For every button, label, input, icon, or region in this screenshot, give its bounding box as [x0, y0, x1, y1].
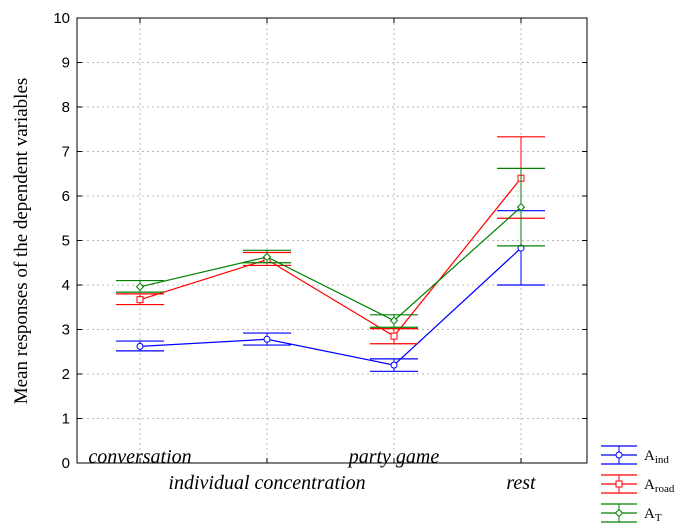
y-tick-label: 8: [62, 99, 70, 116]
y-tick-label: 10: [53, 10, 70, 27]
y-tick-label: 2: [62, 366, 70, 383]
y-tick-label: 6: [62, 188, 70, 205]
legend-label: Aroad: [644, 477, 675, 495]
series-ind: [116, 210, 545, 372]
data-point-circle: [263, 335, 271, 343]
legend-label-subscript: road: [655, 483, 675, 495]
y-tick-label: 9: [62, 55, 70, 72]
legend-item-T: AT: [601, 503, 662, 524]
legend-item-ind: Aind: [601, 445, 669, 466]
legend-label-base: A: [644, 477, 655, 493]
legend-label-base: A: [644, 506, 655, 522]
legend-label: AT: [644, 506, 662, 524]
x-category-label: rest: [506, 472, 536, 494]
data-point-diamond: [262, 252, 272, 262]
x-category-label: party game: [347, 446, 440, 468]
series-T: [116, 167, 545, 328]
y-tick-label: 5: [62, 233, 70, 250]
data-point-circle: [390, 361, 398, 369]
grid: [77, 18, 587, 463]
data-point-circle: [136, 342, 144, 350]
data-point-diamond: [389, 316, 399, 325]
y-tick-label: 0: [62, 455, 70, 472]
x-axis: conversation individual concentration part…: [88, 18, 536, 494]
data-point-square: [136, 296, 144, 304]
y-axis-label: Mean responses of the dependent variable…: [11, 78, 32, 405]
x-category-label: conversation: [88, 446, 191, 468]
y-tick-label: 7: [62, 144, 70, 161]
y-tick-label: 1: [62, 411, 70, 428]
data-point-diamond: [614, 508, 624, 518]
series-line: [139, 206, 522, 322]
series-group: [116, 136, 545, 372]
data-point-square: [390, 332, 398, 340]
series-line: [139, 247, 522, 366]
legend-label-subscript: ind: [655, 454, 670, 466]
legend-label-base: A: [644, 448, 655, 464]
data-point-circle: [615, 451, 623, 459]
y-tick-label: 4: [62, 277, 70, 294]
y-tick-label: 3: [62, 322, 70, 339]
data-point-diamond: [516, 202, 526, 212]
legend-label: Aind: [644, 448, 669, 466]
legend-item-road: Aroad: [601, 474, 675, 495]
data-point-square: [615, 480, 623, 488]
data-point-diamond: [135, 282, 145, 291]
x-category-label: individual concentration: [168, 472, 365, 494]
legend-label-subscript: T: [655, 512, 662, 524]
y-axis: 0 1 2 3 4 5 6 7 8 9 10: [53, 10, 587, 472]
series-line: [139, 177, 522, 337]
